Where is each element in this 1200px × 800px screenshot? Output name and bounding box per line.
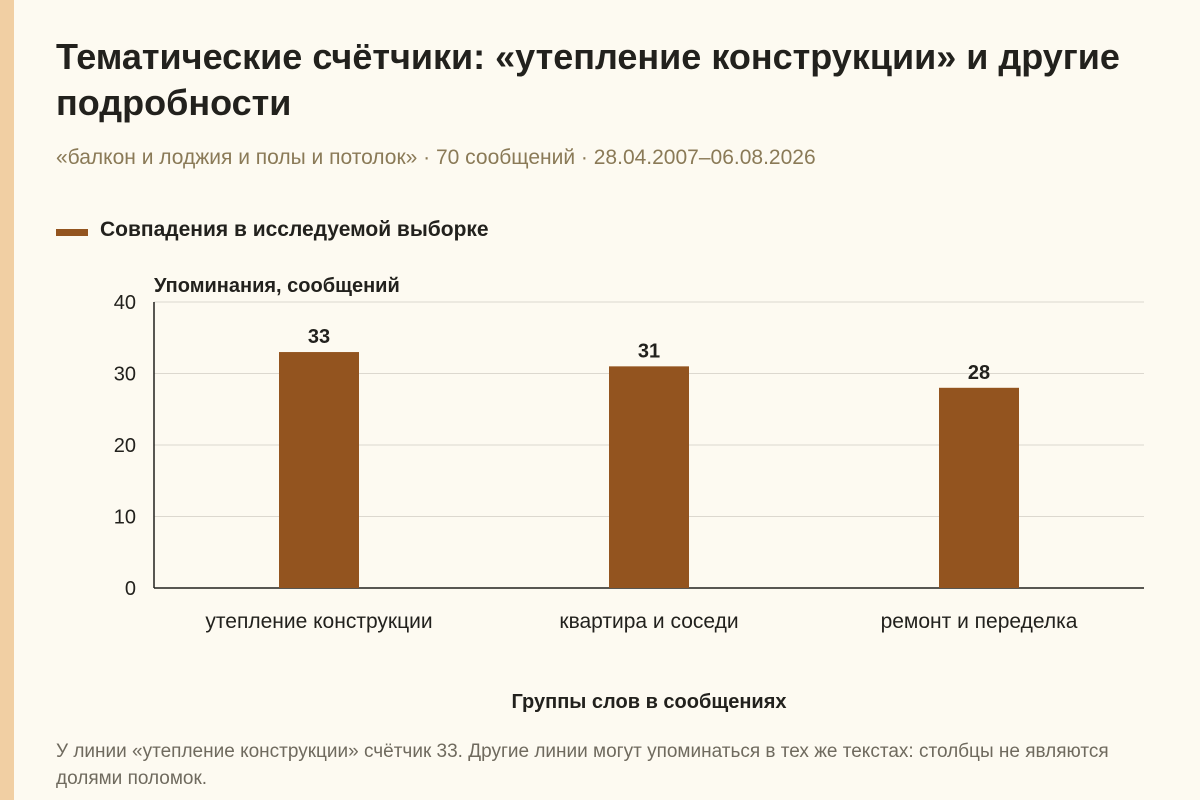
bar-value-label: 33 bbox=[308, 326, 330, 348]
legend-swatch bbox=[56, 228, 88, 236]
y-tick-label: 20 bbox=[114, 435, 136, 457]
bar bbox=[939, 387, 1019, 588]
chart-subtitle: «балкон и лоджия и полы и потолок» · 70 … bbox=[56, 146, 816, 169]
y-tick-label: 10 bbox=[114, 507, 136, 529]
y-tick-label: 0 bbox=[125, 578, 136, 600]
bar bbox=[279, 352, 359, 588]
bar-value-label: 28 bbox=[968, 362, 990, 384]
footnote: У линии «утепление конструкции» счётчик … bbox=[56, 741, 1109, 789]
legend: Совпадения в исследуемой выборке bbox=[56, 218, 489, 242]
bar bbox=[609, 366, 689, 588]
x-tick-label: утепление конструкции bbox=[205, 610, 432, 633]
chart-title: Тематические счётчики: «утепление констр… bbox=[56, 36, 1120, 123]
legend-label: Совпадения в исследуемой выборке bbox=[100, 218, 489, 241]
y-tick-label: 40 bbox=[114, 292, 136, 314]
left-accent-stripe bbox=[0, 0, 14, 800]
x-axis-title: Группы слов в сообщениях bbox=[511, 691, 786, 713]
y-tick-label: 30 bbox=[114, 364, 136, 386]
bar-value-label: 31 bbox=[638, 340, 660, 362]
x-tick-label: ремонт и переделка bbox=[881, 610, 1078, 633]
y-axis-title: Упоминания, сообщений bbox=[154, 275, 400, 297]
x-tick-label: квартира и соседи bbox=[559, 610, 738, 633]
